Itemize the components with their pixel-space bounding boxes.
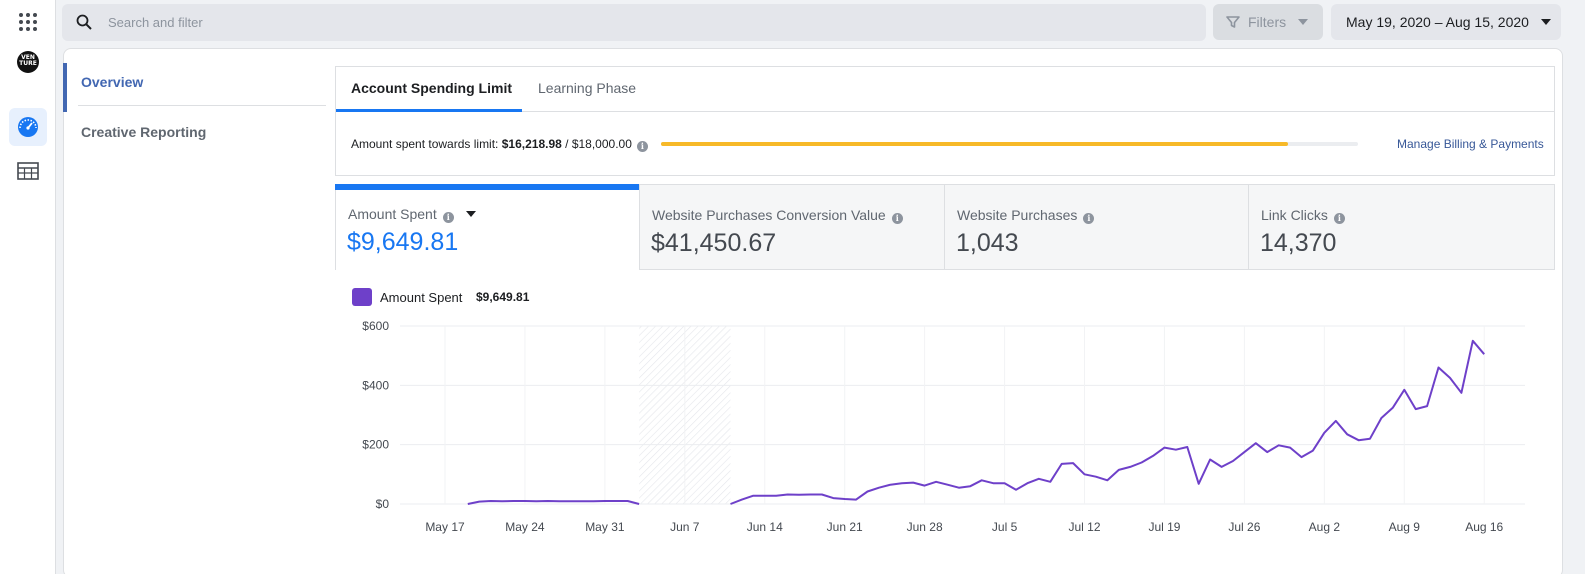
series-line-amount-spent [467,500,640,505]
x-tick-label: Jul 19 [1148,520,1180,534]
metric-value: $9,649.81 [347,228,459,256]
legend-value: $9,649.81 [476,290,530,304]
main-panel: Overview Creative Reporting Account Spen… [63,48,1563,574]
metric-label-text: Link Clicks [1261,207,1328,223]
x-tick-label: Jun 14 [747,520,783,534]
x-tick-label: Jul 12 [1069,520,1101,534]
search-input[interactable] [108,11,708,34]
x-tick-label: Jun 28 [907,520,943,534]
x-tick-label: May 17 [425,520,465,534]
info-icon[interactable]: i [636,141,648,152]
y-tick-label: $200 [362,438,389,452]
series-line-amount-spent [730,339,1485,505]
sidebar-item-label: Creative Reporting [81,124,207,140]
metric-card-website-purchases[interactable]: Website Purchases i 1,043 [944,184,1249,270]
limit-separator: / [561,137,572,151]
x-tick-label: May 24 [505,520,545,534]
metric-card-conversion-value[interactable]: Website Purchases Conversion Value i $41,… [639,184,945,270]
metric-card-amount-spent[interactable]: Amount Spent i $9,649.81 [335,184,640,270]
filters-button[interactable]: Filters [1213,4,1323,40]
metric-label: Amount Spent i [348,206,476,223]
limit-prefix: Amount spent towards limit: [351,137,502,151]
apps-grid-icon[interactable] [19,13,37,31]
limit-spent-value: $16,218.98 [501,137,562,151]
chevron-down-icon [1541,19,1551,25]
active-tab-indicator [336,109,522,112]
account-logo[interactable]: VEN TURE [17,51,39,73]
limit-total-value: $18,000.00 [571,137,632,151]
info-icon[interactable]: i [442,212,454,223]
search-icon [76,14,92,30]
x-tick-label: Jun 21 [827,520,863,534]
sidebar-item-label: Overview [81,74,144,90]
x-tick-label: Jul 5 [992,520,1018,534]
metric-label-text: Website Purchases Conversion Value [652,207,886,223]
filter-funnel-icon [1226,16,1240,28]
x-tick-label: Jul 26 [1228,520,1260,534]
info-icon[interactable]: i [1333,213,1345,224]
y-tick-label: $600 [362,319,389,333]
metric-value: 14,370 [1260,229,1337,257]
y-tick-label: $400 [362,378,389,392]
spending-progress-fill [661,142,1289,146]
date-range-picker[interactable]: May 19, 2020 – Aug 15, 2020 [1331,4,1561,40]
dashboard-gauge-icon [18,117,38,137]
metric-cards: Amount Spent i $9,649.81 Website Purchase… [335,184,1555,270]
metric-label: Link Clicks i [1261,207,1345,224]
metric-label: Website Purchases Conversion Value i [652,207,903,224]
sidebar-item-creative-reporting[interactable]: Creative Reporting [78,105,326,153]
info-icon[interactable]: i [891,213,903,224]
x-tick-label: Jun 7 [670,520,700,534]
tab-account-spending-limit[interactable]: Account Spending Limit [351,80,512,96]
x-tick-label: Aug 16 [1465,520,1503,534]
x-tick-label: Aug 2 [1309,520,1341,534]
tab-bar: Account Spending Limit Learning Phase [335,66,1555,112]
sidebar-item-overview[interactable]: Overview [63,57,326,112]
metric-label: Website Purchases i [957,207,1095,224]
spending-limit-row: Amount spent towards limit: $16,218.98 /… [335,111,1555,176]
dashboard-nav-button[interactable] [9,108,47,146]
table-icon[interactable] [17,162,39,180]
left-rail: VEN TURE [0,0,56,574]
info-icon[interactable]: i [1083,213,1095,224]
spending-limit-text: Amount spent towards limit: $16,218.98 /… [351,137,648,152]
tab-learning-phase[interactable]: Learning Phase [538,80,637,96]
legend-swatch[interactable] [352,288,372,306]
search-bar[interactable] [62,4,1206,41]
chevron-down-icon[interactable] [465,211,476,217]
manage-billing-link[interactable]: Manage Billing & Payments [1397,137,1544,151]
y-tick-label: $0 [376,497,390,511]
spending-progress-bar [661,142,1358,146]
x-tick-label: Aug 9 [1389,520,1421,534]
filters-label: Filters [1248,14,1287,30]
metric-label-text: Amount Spent [348,206,437,222]
metric-value: $41,450.67 [651,229,777,257]
legend-label: Amount Spent [380,290,463,305]
metric-card-link-clicks[interactable]: Link Clicks i 14,370 [1248,184,1555,270]
chevron-down-icon [1298,19,1308,25]
x-tick-label: May 31 [585,520,625,534]
content-area: Account Spending Limit Learning Phase Am… [335,66,1555,574]
date-range-label: May 19, 2020 – Aug 15, 2020 [1346,14,1529,30]
metric-value: 1,043 [956,229,1019,257]
metric-label-text: Website Purchases [957,207,1078,223]
amount-spent-line-chart: $0 $200 $400 $600 May 17 May 24 May 31 Jun 7 Jun… [362,319,1525,534]
